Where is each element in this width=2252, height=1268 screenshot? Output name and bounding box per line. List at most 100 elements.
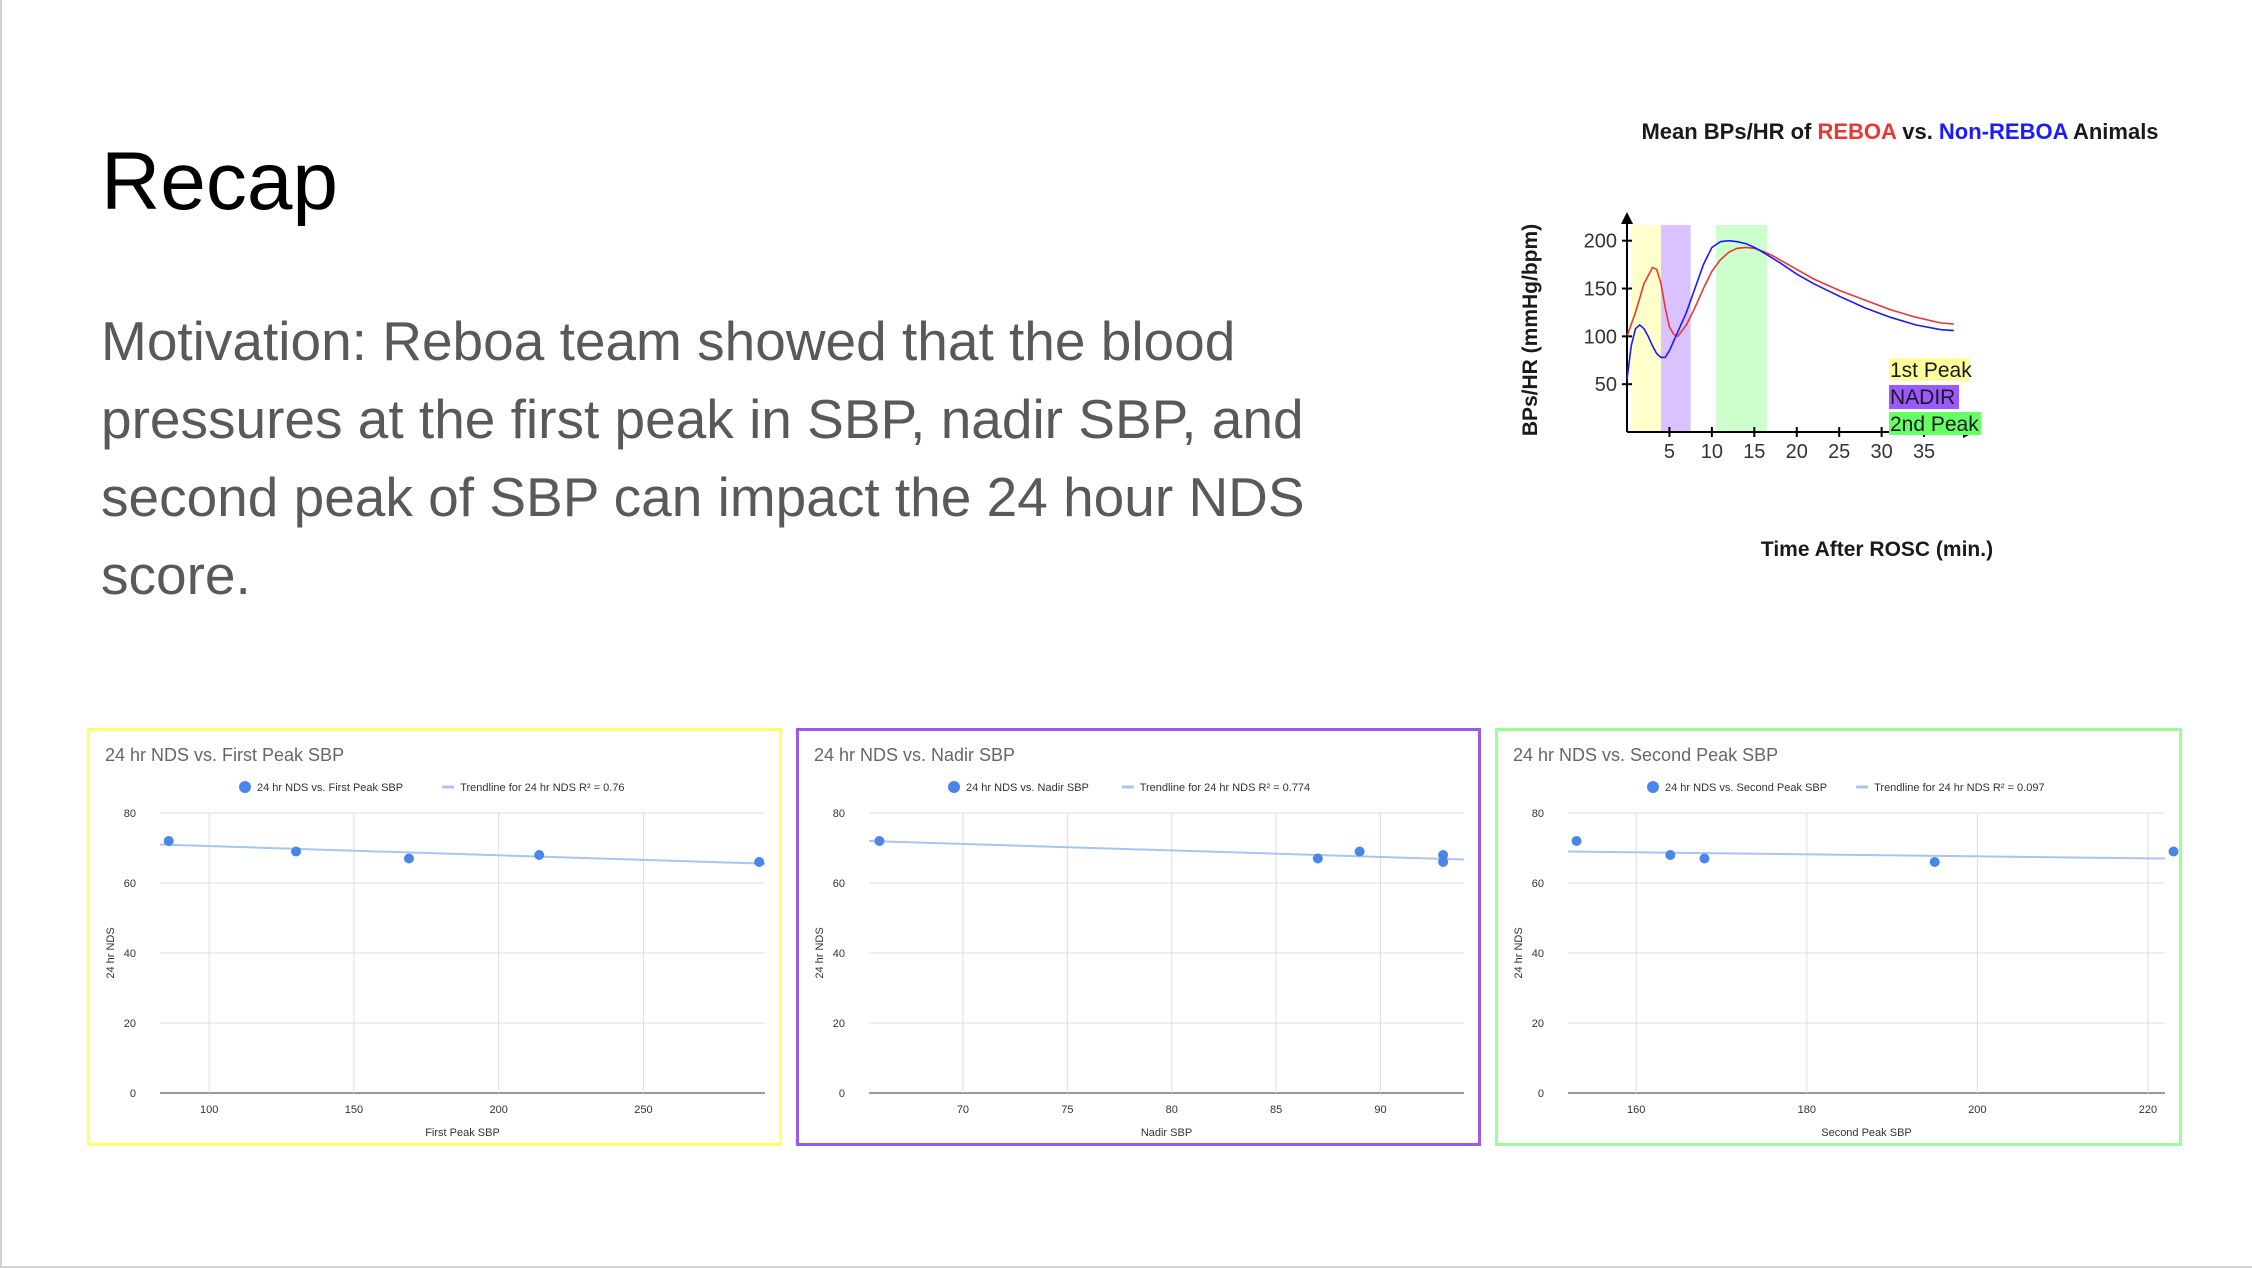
scatter-y-tick-label: 20 — [124, 1018, 136, 1030]
scatter-y-tick-label: 80 — [833, 808, 845, 820]
shaded-region-second-peak — [1716, 225, 1768, 432]
shaded-region-nadir — [1660, 225, 1691, 432]
scatter-x-tick-label: 200 — [1968, 1104, 1986, 1116]
bp-y-tick-label: 50 — [1595, 374, 1617, 396]
legend-trendline-label: Trendline for 24 hr NDS R² = 0.76 — [460, 782, 624, 794]
legend-trendline-label: Trendline for 24 hr NDS R² = 0.774 — [1140, 782, 1310, 794]
scatter-point — [754, 857, 765, 867]
bp-y-tick-label: 200 — [1584, 231, 1617, 253]
scatter-title: 24 hr NDS vs. Nadir SBP — [814, 745, 1015, 765]
legend-second-peak: 2nd Peak — [1890, 413, 1979, 436]
legend-point-label: 24 hr NDS vs. Second Peak SBP — [1665, 782, 1827, 794]
bp-x-tick-label: 15 — [1743, 441, 1765, 463]
legend-swatch-first-peak — [1889, 358, 1970, 381]
bp-line-chart: Mean BPs/HR of REBOA vs. Non-REBOA Anima… — [1519, 119, 2159, 561]
scatter-x-tick-label: 160 — [1627, 1104, 1645, 1116]
scatter-x-tick-label: 220 — [2139, 1104, 2157, 1116]
legend-point-label: 24 hr NDS vs. Nadir SBP — [966, 782, 1089, 794]
scatter-y-tick-label: 60 — [124, 878, 136, 890]
scatter-x-tick-label: 85 — [1270, 1104, 1282, 1116]
scatter-x-tick-label: 180 — [1798, 1104, 1816, 1116]
scatter-x-tick-label: 250 — [634, 1104, 652, 1116]
legend-point-swatch — [1647, 781, 1659, 793]
bp-title-prefix: Mean BPs/HR of — [1641, 119, 1817, 144]
bp-x-tick-label: 35 — [1913, 441, 1935, 463]
scatter-y-tick-label: 20 — [1532, 1018, 1544, 1030]
slide-body-text: Motivation: Reboa team showed that the b… — [101, 310, 1305, 606]
legend-point-swatch — [948, 781, 960, 793]
scatter-point — [163, 836, 174, 846]
scatter-chart-first-peak: 24 hr NDS vs. First Peak SBP 24 hr NDS vs… — [105, 745, 766, 1139]
scatter-y-tick-label: 40 — [124, 948, 136, 960]
scatter-title: 24 hr NDS vs. First Peak SBP — [105, 745, 344, 765]
slide-left-edge — [0, 0, 2, 1268]
scatter-point — [1312, 853, 1323, 864]
bp-title-suffix: Animals — [2068, 119, 2159, 144]
scatter-x-axis-label: First Peak SBP — [425, 1127, 500, 1139]
scatter-title: 24 hr NDS vs. Second Peak SBP — [1513, 745, 1778, 765]
scatter-y-tick-label: 20 — [833, 1018, 845, 1030]
scatter-x-tick-label: 80 — [1166, 1104, 1178, 1116]
legend-first-peak: 1st Peak — [1890, 359, 1972, 382]
scatter-y-axis-label: 24 hr NDS — [1513, 927, 1525, 978]
scatter-card-nadir: 24 hr NDS vs. Nadir SBP 24 hr NDS vs. Nad… — [796, 728, 1481, 1146]
reboa-series-line — [1626, 246, 1954, 338]
scatter-y-tick-label: 80 — [1532, 808, 1544, 820]
bp-title-vs: vs. — [1896, 119, 1939, 144]
bp-y-tick-label: 150 — [1584, 279, 1617, 301]
scatter-chart-second-peak: 24 hr NDS vs. Second Peak SBP 24 hr NDS v… — [1513, 745, 2179, 1139]
scatter-x-tick-label: 90 — [1374, 1104, 1386, 1116]
scatter-point — [1438, 850, 1449, 860]
scatter-y-tick-label: 0 — [1538, 1088, 1544, 1100]
bp-x-tick-label: 20 — [1786, 441, 1808, 463]
scatter-y-tick-label: 60 — [1532, 878, 1544, 890]
scatter-x-tick-label: 75 — [1061, 1104, 1073, 1116]
scatter-point — [403, 853, 414, 864]
legend-swatch-nadir — [1889, 385, 1959, 409]
bp-legend: 1st Peak NADIR 2nd Peak — [1889, 358, 1981, 436]
scatter-x-tick-label: 200 — [490, 1104, 508, 1116]
bp-y-axis-label: BPs/HR (mmHg/bpm) — [1519, 224, 1542, 436]
bp-title-reboa: REBOA — [1817, 119, 1897, 144]
scatter-y-tick-label: 80 — [124, 808, 136, 820]
scatter-y-tick-label: 0 — [130, 1088, 136, 1100]
legend-point-swatch — [239, 781, 251, 793]
scatter-chart-nadir: 24 hr NDS vs. Nadir SBP 24 hr NDS vs. Nad… — [814, 745, 1465, 1139]
scatter-point — [1354, 846, 1365, 857]
bp-title-non-reboa: Non-REBOA — [1939, 119, 2069, 144]
scatter-y-tick-label: 40 — [1532, 948, 1544, 960]
scatter-point — [2168, 846, 2179, 857]
legend-trendline-label: Trendline for 24 hr NDS R² = 0.097 — [1874, 782, 2044, 794]
bp-x-axis-label: Time After ROSC (min.) — [1761, 538, 1993, 561]
non-reboa-series-line — [1626, 239, 1954, 380]
scatter-x-axis-label: Nadir SBP — [1141, 1127, 1192, 1139]
scatter-y-axis-label: 24 hr NDS — [105, 927, 117, 978]
scatter-x-tick-label: 100 — [200, 1104, 218, 1116]
scatter-point — [1438, 857, 1449, 867]
scatter-trendline — [159, 843, 766, 865]
scatter-point — [291, 846, 302, 857]
bp-x-tick-label: 5 — [1664, 441, 1675, 463]
bp-y-axis-arrow — [1621, 212, 1633, 224]
scatter-trendline — [868, 840, 1465, 861]
slide-title: Recap — [101, 136, 339, 227]
scatter-point — [874, 836, 885, 846]
legend-nadir: NADIR — [1890, 386, 1955, 409]
scatter-x-tick-label: 70 — [957, 1104, 969, 1116]
scatter-x-axis-label: Second Peak SBP — [1821, 1127, 1912, 1139]
legend-point-label: 24 hr NDS vs. First Peak SBP — [257, 782, 403, 794]
scatter-point — [1699, 853, 1710, 864]
scatter-card-second-peak: 24 hr NDS vs. Second Peak SBP 24 hr NDS v… — [1495, 728, 2182, 1146]
scatter-point — [1929, 857, 1940, 867]
scatter-y-tick-label: 40 — [833, 948, 845, 960]
scatter-x-tick-label: 150 — [345, 1104, 363, 1116]
scatter-trendline — [1567, 850, 2166, 860]
bp-x-tick-label: 25 — [1828, 441, 1850, 463]
scatter-point — [1571, 836, 1582, 846]
scatter-card-first-peak: 24 hr NDS vs. First Peak SBP 24 hr NDS vs… — [87, 728, 782, 1146]
scatter-y-axis-label: 24 hr NDS — [814, 927, 826, 978]
slide-bottom-edge — [0, 1266, 2252, 1268]
bp-x-tick-label: 10 — [1701, 441, 1723, 463]
bp-x-tick-label: 30 — [1871, 441, 1893, 463]
scatter-point — [1665, 850, 1676, 860]
